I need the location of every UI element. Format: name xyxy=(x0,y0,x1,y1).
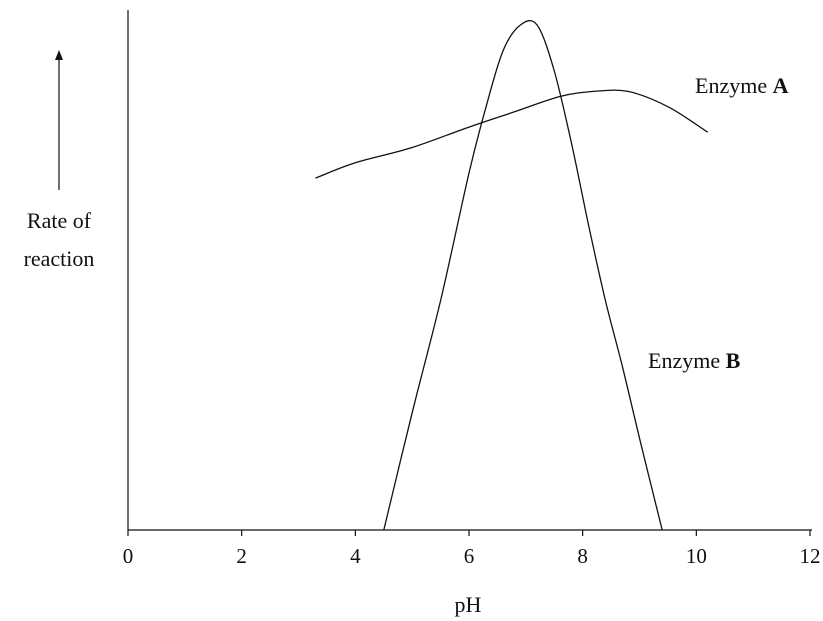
x-axis-title: pH xyxy=(455,592,482,617)
series-label-enzyme-b-prefix: Enzyme xyxy=(648,348,726,373)
series-label-enzyme-b: Enzyme B xyxy=(648,348,741,373)
x-tick-label-10: 10 xyxy=(686,544,707,568)
y-axis-title-line-2: reaction xyxy=(24,246,95,271)
series-line-enzyme-a xyxy=(315,89,709,179)
x-ticks xyxy=(127,530,811,536)
series-label-enzyme-a-letter: A xyxy=(773,73,789,98)
x-tick-label-4: 4 xyxy=(350,544,361,568)
x-tick-label-6: 6 xyxy=(464,544,475,568)
series-label-enzyme-a: Enzyme A xyxy=(695,73,789,98)
x-tick-label-2: 2 xyxy=(236,544,247,568)
y-axis-title-line-1: Rate of xyxy=(27,208,92,233)
series-label-enzyme-b-letter: B xyxy=(726,348,741,373)
rate-increase-arrow-icon xyxy=(55,50,63,190)
x-tick-label-8: 8 xyxy=(577,544,588,568)
x-tick-labels: 0 2 4 6 8 10 12 xyxy=(123,544,821,568)
series-lines xyxy=(315,20,709,531)
x-tick-label-0: 0 xyxy=(123,544,134,568)
series-label-enzyme-a-prefix: Enzyme xyxy=(695,73,773,98)
series-line-enzyme-b xyxy=(383,20,663,531)
x-tick-label-12: 12 xyxy=(800,544,821,568)
